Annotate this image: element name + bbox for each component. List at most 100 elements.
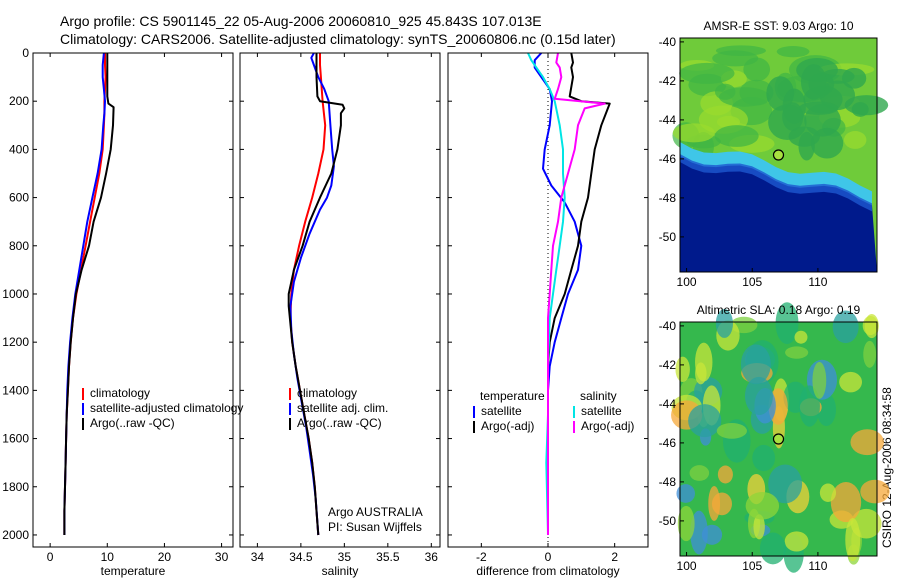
sst-patch-cool <box>800 64 827 100</box>
sst-patch-cool <box>798 101 839 115</box>
y-tick-label: -44 <box>659 113 677 127</box>
x-tick-label: 100 <box>677 275 697 289</box>
legend-label: Argo(..raw -QC) <box>297 416 382 430</box>
sla-patch <box>816 393 837 427</box>
series-line-1 <box>547 52 611 535</box>
x-tick-label: 34.5 <box>289 550 313 564</box>
x-tick-label: 20 <box>158 550 172 564</box>
x-tick-label: 110 <box>808 559 827 573</box>
sla-patch <box>799 385 820 427</box>
temperature-panel: 0 10 20 30 0 200 400 600 800 1000 1200 1400 1600 1800… <box>2 46 243 578</box>
x-tick-label: 0 <box>47 550 54 564</box>
y-tick-label: -50 <box>659 514 677 528</box>
y-tick-label: 1600 <box>2 432 29 446</box>
x-tick-label: 10 <box>101 550 115 564</box>
sla-patch <box>830 482 862 523</box>
sst-patch-cool <box>842 67 867 89</box>
sla-patch <box>708 485 721 521</box>
sla-patch <box>845 517 861 562</box>
sst-front <box>680 142 872 208</box>
sst-front-blue <box>680 154 872 212</box>
series-line-0 <box>289 53 327 536</box>
argo-position-marker <box>772 433 785 445</box>
legend-label: climatology <box>297 386 357 400</box>
x-tick-label: -2 <box>476 550 487 564</box>
header-line-2: Climatology: CARS2006. Satellite-adjuste… <box>60 31 616 47</box>
sla-patch <box>716 423 747 439</box>
y-tick-label: -48 <box>659 475 677 489</box>
sst-patch <box>719 87 770 107</box>
credit-text: Argo AUSTRALIA <box>328 505 423 519</box>
y-tick-label: -46 <box>659 152 677 166</box>
series-line-1 <box>63 52 106 535</box>
sst-patch <box>679 62 735 84</box>
series-line-2 <box>63 53 115 535</box>
sla-patch <box>775 302 799 345</box>
sla-patch <box>850 429 884 456</box>
plot-frame <box>32 52 234 548</box>
sst-patch-cool <box>798 131 815 161</box>
sla-patch <box>676 484 696 503</box>
map-frame <box>679 37 878 273</box>
sla-patch <box>753 514 765 540</box>
y-tick-label: -44 <box>659 397 677 411</box>
sst-patch <box>776 46 810 58</box>
sla-patch <box>677 505 695 542</box>
sst-patch-cool <box>851 102 869 117</box>
legend-header: salinity <box>580 389 617 403</box>
x-tick-label: 34 <box>251 550 265 564</box>
credit-text: PI: Susan Wijffels <box>328 520 422 534</box>
legend-label: Argo(..raw -QC) <box>90 416 175 430</box>
sla-patch <box>740 344 771 385</box>
x-axis-label: temperature <box>101 564 166 578</box>
y-tick-label: 2000 <box>2 528 29 542</box>
sla-map-panel: Altimetric SLA: 0.18 Argo: 0.19 -40 -42 -44… <box>659 302 890 573</box>
x-tick-label: 100 <box>677 559 697 573</box>
map-title: Altimetric SLA: 0.18 Argo: 0.19 <box>697 303 861 317</box>
y-tick-label: 0 <box>22 46 29 60</box>
y-tick-label: 200 <box>9 94 29 108</box>
sla-patch <box>839 371 863 393</box>
y-tick-label: 1000 <box>2 287 29 301</box>
x-tick-label: 30 <box>215 550 229 564</box>
x-tick-label: 110 <box>808 275 827 289</box>
sla-patch <box>794 330 808 344</box>
legend-label: satellite <box>481 404 522 418</box>
sla-patch <box>689 465 710 481</box>
x-tick-label: 2 <box>611 550 618 564</box>
x-tick-label: 35.5 <box>376 550 400 564</box>
sla-patch <box>759 532 786 565</box>
x-tick-label: 35 <box>338 550 352 564</box>
sst-cold-water <box>680 156 877 272</box>
x-tick-label: 105 <box>742 559 762 573</box>
y-tick-label: -46 <box>659 436 677 450</box>
y-tick-label: 1400 <box>2 383 29 397</box>
salinity-panel: 34 34.5 35 35.5 36 salinity climatologysatelli… <box>239 52 441 578</box>
argo-position-marker <box>772 149 785 161</box>
sst-patch <box>715 45 766 57</box>
y-tick-label: -40 <box>659 35 677 49</box>
legend-label: climatology <box>90 386 150 400</box>
sla-patch <box>819 483 837 502</box>
y-tick-label: -42 <box>659 74 677 88</box>
sst-patch-cool <box>768 104 807 141</box>
sla-patch <box>688 404 722 438</box>
sla-patch <box>675 356 690 383</box>
sla-patch <box>752 444 776 472</box>
sla-patch <box>768 464 803 504</box>
sla-patch <box>784 531 809 552</box>
legend-header: temperature <box>480 389 545 403</box>
sla-patch <box>863 340 877 368</box>
sla-patch <box>744 376 773 416</box>
sla-patch <box>717 465 733 484</box>
sst-patch <box>672 123 715 143</box>
y-tick-label: 1800 <box>2 480 29 494</box>
legend-label: satellite adj. clim. <box>297 401 388 415</box>
sst-patch <box>843 131 867 149</box>
sla-patch <box>701 524 723 545</box>
y-tick-label: -50 <box>659 230 677 244</box>
sst-map-panel: AMSR-E SST: 9.03 Argo: 10 -40 -42 -44 -46 -48… <box>659 19 889 289</box>
plot-frame <box>239 52 441 548</box>
